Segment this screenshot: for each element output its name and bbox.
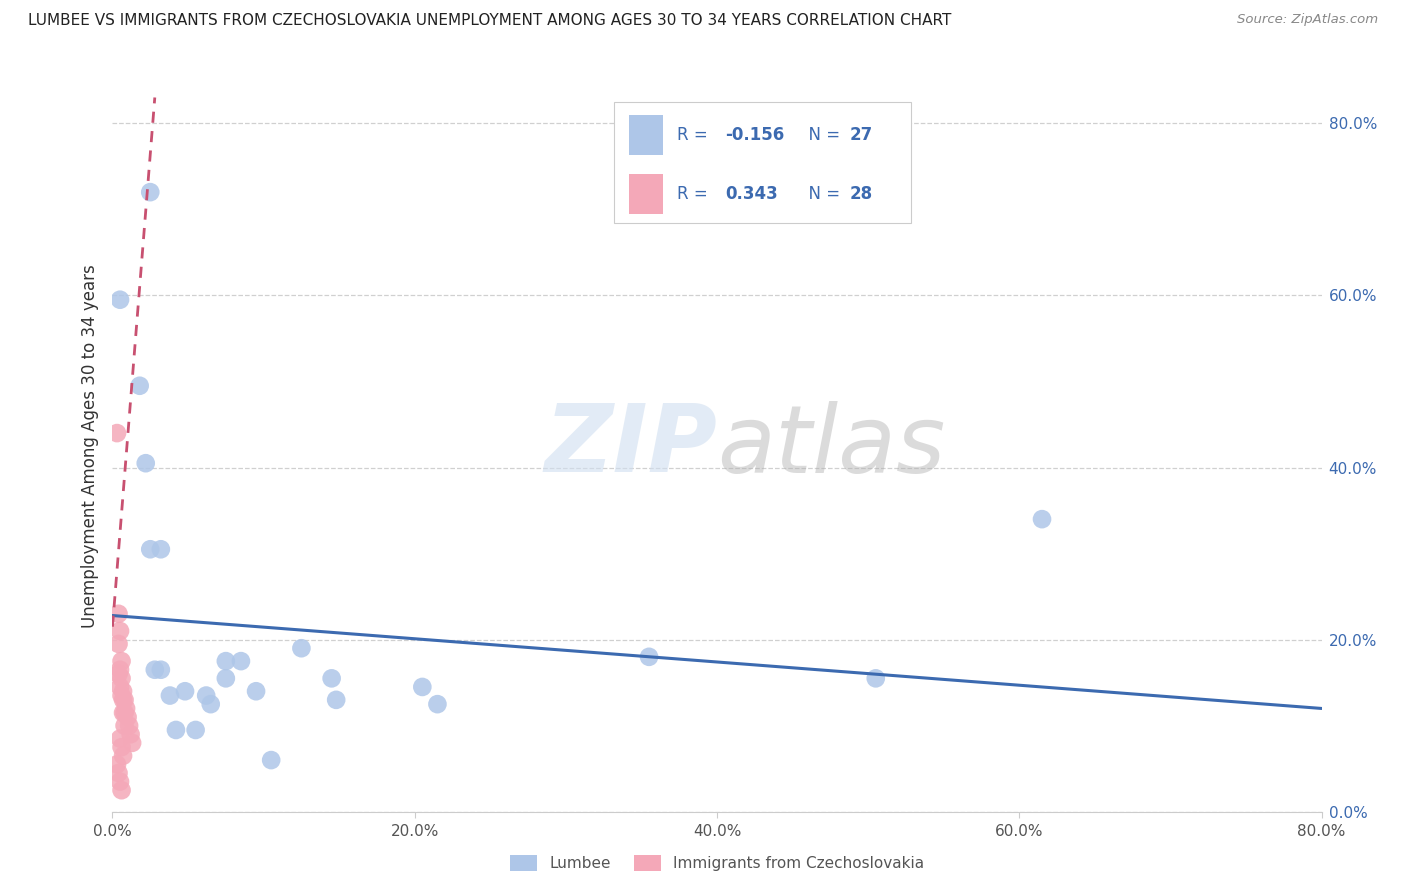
Point xyxy=(245,684,267,698)
Point xyxy=(114,706,136,720)
Point xyxy=(200,697,222,711)
Text: Source: ZipAtlas.com: Source: ZipAtlas.com xyxy=(1237,13,1378,27)
Point xyxy=(184,723,207,737)
Point xyxy=(105,757,128,772)
Point xyxy=(174,684,197,698)
Point xyxy=(118,719,141,733)
Text: R =: R = xyxy=(678,126,713,145)
Point xyxy=(159,689,181,703)
Point xyxy=(865,671,887,685)
Point xyxy=(426,697,449,711)
Point xyxy=(325,693,347,707)
Point xyxy=(195,689,218,703)
Point xyxy=(638,649,661,664)
Point xyxy=(139,185,162,199)
Point xyxy=(149,663,172,677)
Point xyxy=(110,740,132,755)
Text: LUMBEE VS IMMIGRANTS FROM CZECHOSLOVAKIA UNEMPLOYMENT AMONG AGES 30 TO 34 YEARS : LUMBEE VS IMMIGRANTS FROM CZECHOSLOVAKIA… xyxy=(28,13,952,29)
Point xyxy=(112,706,135,720)
Text: 27: 27 xyxy=(851,126,873,145)
Point xyxy=(411,680,433,694)
Point xyxy=(105,426,128,441)
Point xyxy=(165,723,187,737)
Point xyxy=(108,293,131,307)
Point xyxy=(135,456,157,470)
Text: -0.156: -0.156 xyxy=(725,126,785,145)
Point xyxy=(110,689,132,703)
Point xyxy=(114,693,136,707)
Point xyxy=(107,667,129,681)
Point xyxy=(108,663,131,677)
Point xyxy=(107,637,129,651)
Point xyxy=(112,684,135,698)
Text: ZIP: ZIP xyxy=(544,400,717,492)
Text: R =: R = xyxy=(678,185,713,202)
Point xyxy=(112,693,135,707)
Point xyxy=(143,663,166,677)
Point xyxy=(121,736,143,750)
Text: 0.343: 0.343 xyxy=(725,185,779,202)
Point xyxy=(108,774,131,789)
Point xyxy=(110,671,132,685)
FancyBboxPatch shape xyxy=(614,103,911,223)
Point xyxy=(290,641,312,656)
Bar xyxy=(628,174,662,214)
Point xyxy=(107,607,129,621)
Legend: Lumbee, Immigrants from Czechoslovakia: Lumbee, Immigrants from Czechoslovakia xyxy=(503,849,931,877)
Point xyxy=(108,624,131,638)
Text: N =: N = xyxy=(799,185,845,202)
Point xyxy=(107,766,129,780)
Point xyxy=(128,378,150,392)
Point xyxy=(108,731,131,746)
Point xyxy=(110,654,132,668)
Point xyxy=(215,671,238,685)
Text: atlas: atlas xyxy=(717,401,945,491)
Text: 28: 28 xyxy=(851,185,873,202)
Point xyxy=(110,783,132,797)
Point xyxy=(229,654,252,668)
Point xyxy=(112,748,135,763)
Point xyxy=(117,710,139,724)
Point xyxy=(120,727,142,741)
Point xyxy=(215,654,238,668)
Point xyxy=(114,719,136,733)
Point xyxy=(115,701,138,715)
Point xyxy=(149,542,172,557)
Point xyxy=(139,542,162,557)
Point xyxy=(1031,512,1053,526)
Point xyxy=(260,753,283,767)
Bar xyxy=(628,115,662,155)
Point xyxy=(321,671,343,685)
Text: N =: N = xyxy=(799,126,845,145)
Y-axis label: Unemployment Among Ages 30 to 34 years: Unemployment Among Ages 30 to 34 years xyxy=(80,264,98,628)
Point xyxy=(108,680,131,694)
